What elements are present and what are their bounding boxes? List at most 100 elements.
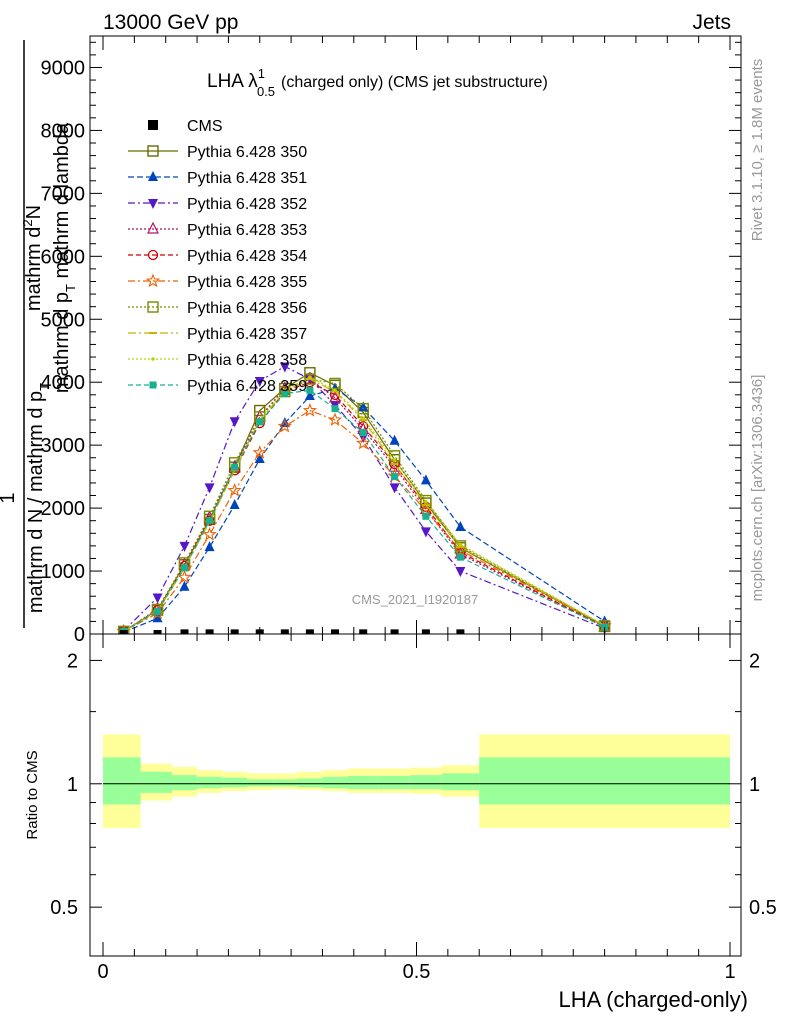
mcplots-reference-label: mcplots.cern.ch [arXiv:1306.3436] [749, 375, 766, 602]
series-point [304, 390, 315, 401]
ratio-y-tick-label-right: 1 [749, 774, 760, 796]
svg-text:mathrm d N / mathrm d pT: mathrm d N / mathrm d pT [25, 383, 52, 613]
cms-data-point [330, 629, 339, 638]
cms-data-point [230, 629, 239, 638]
legend-label: CMS [187, 118, 223, 135]
series-point [279, 362, 290, 373]
series-point [254, 376, 265, 387]
series-point [252, 445, 267, 459]
y-tick-label: 6000 [41, 246, 86, 268]
legend-marker [148, 199, 158, 209]
ratio-y-tick-label: 2 [67, 650, 78, 672]
legend-swatch [148, 120, 158, 130]
ratio-band-inner [322, 776, 348, 789]
series-point [204, 483, 215, 494]
series-point [333, 388, 337, 393]
series-point [327, 412, 343, 427]
series-point [329, 390, 341, 403]
ratio-y-axis-label: Ratio to CMS [24, 750, 41, 839]
ylabel-numer-sup: 2 [20, 219, 35, 226]
series-point [454, 540, 467, 552]
legend-label: Pythia 6.428 351 [187, 170, 307, 187]
series-point [152, 593, 163, 604]
ylabel-numer-bottom-sub: T [63, 284, 78, 292]
ratio-band-inner [410, 775, 442, 790]
legend-marker [151, 357, 155, 361]
series-point [154, 607, 162, 615]
series-point [331, 405, 339, 413]
ratio-band-inner [247, 779, 273, 787]
y-tick-label: 3000 [41, 435, 86, 457]
ylabel-numer-n: N [23, 205, 45, 219]
chart-title-sub: 0.5 [257, 84, 275, 99]
cms-data-point [305, 629, 314, 638]
legend-marker [148, 171, 158, 181]
legend-label: Pythia 6.428 352 [187, 196, 307, 213]
legend-entry: Pythia 6.428 352 [128, 196, 307, 213]
series-point [254, 404, 266, 417]
series-point [254, 453, 265, 464]
legend-entry: Pythia 6.428 359 [128, 378, 307, 395]
series-point [389, 483, 400, 494]
header-left-label: 13000 GeV pp [103, 11, 238, 34]
y-tick-label: 7000 [41, 183, 86, 205]
ratio-band-inner [297, 778, 323, 788]
series-point [357, 402, 369, 415]
analysis-watermark: CMS_2021_I1920187 [352, 592, 479, 607]
ratio-band-inner [222, 777, 248, 788]
legend-label: Pythia 6.428 354 [187, 248, 307, 265]
header-right-label: Jets [692, 11, 731, 34]
series-point [277, 418, 292, 433]
series-point [227, 482, 242, 497]
cms-data-point [390, 629, 399, 638]
cms-data-point [205, 629, 214, 638]
series-point [424, 500, 428, 504]
series-point [179, 580, 190, 591]
ratio-band-inner [272, 779, 298, 787]
legend-entry: Pythia 6.428 354 [128, 248, 307, 265]
legend-entry: Pythia 6.428 350 [128, 144, 307, 161]
x-tick-label: 0.5 [403, 961, 431, 983]
svg-text:mathrm d2N: mathrm d2N [20, 205, 45, 311]
ylabel-numer-bottom: mathrm d p [51, 292, 73, 393]
series-point [231, 463, 239, 471]
series-point [358, 401, 369, 412]
ratio-plot-panel: 0.5 0.5 1 1 2 2 0 0.5 1 [50, 36, 777, 983]
y-tick-label: 5000 [41, 309, 86, 331]
legend-marker [149, 381, 157, 389]
ratio-y-tick-label: 1 [67, 774, 78, 796]
ratio-y-tick-label: 0.5 [50, 897, 78, 919]
legend-entry-cms: CMS [148, 118, 223, 135]
chart-title-main: LHA λ [207, 71, 258, 92]
ylabel-one: 1 [0, 492, 19, 503]
series-point [206, 517, 214, 525]
x-axis-label: LHA (charged-only) [558, 987, 748, 1012]
legend-marker [147, 221, 159, 234]
ratio-band-inner [171, 775, 198, 791]
ratio-y-tick-label-right: 0.5 [749, 897, 777, 919]
series-point [455, 567, 466, 578]
legend-entry: Pythia 6.428 351 [128, 170, 307, 187]
legend-marker [147, 301, 159, 313]
chart-title-rest: (charged only) (CMS jet substructure) [281, 74, 548, 91]
series-line [123, 409, 605, 633]
ratio-band-inner [479, 757, 730, 805]
chart-title: LHA λ1 0.5 (charged only) (CMS jet substru… [207, 66, 548, 99]
ratio-band-inner [441, 773, 480, 791]
legend-label: Pythia 6.428 356 [187, 300, 307, 317]
legend-label: Pythia 6.428 359 [187, 378, 307, 395]
ratio-band-inner [103, 757, 141, 805]
series-point [329, 377, 341, 390]
series-point [302, 403, 318, 417]
series-point [359, 429, 367, 437]
series-line [123, 365, 605, 632]
legend: CMS Pythia 6.428 350 Pythia 6.428 351 Pythi… [128, 118, 307, 395]
series-point [389, 434, 400, 445]
ratio-band-inner [140, 771, 172, 793]
legend-marker [147, 249, 159, 261]
y-tick-label: 8000 [41, 120, 86, 142]
x-tick-label: 1 [724, 961, 735, 983]
series-point [308, 375, 312, 379]
series-point [420, 527, 431, 538]
